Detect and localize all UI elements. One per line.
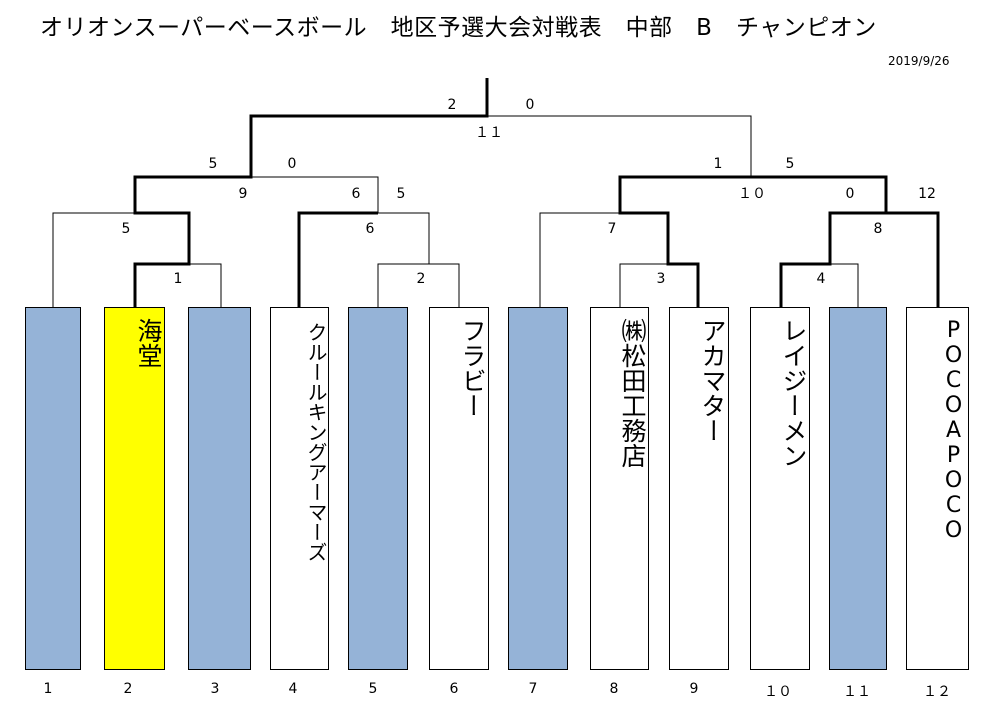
team-name: アカマター	[698, 318, 727, 443]
slot-number: 6	[449, 681, 459, 697]
team-box-6: フラビー	[429, 307, 489, 670]
score-semi-right-bottom: 5	[785, 156, 795, 172]
team-name: ㈱松田工務店	[618, 318, 647, 468]
slot-number: 7	[528, 681, 538, 697]
score-final-right: 0	[525, 97, 535, 113]
team-name: レイジーメン	[779, 318, 808, 468]
bracket-line	[539, 212, 620, 307]
slot-number: １２	[923, 684, 951, 700]
score-semi-left-top: 5	[208, 156, 218, 172]
team-box-11	[829, 307, 887, 670]
slot-number: 8	[609, 681, 619, 697]
score-q2-left: 6	[351, 186, 361, 202]
bracket-line	[487, 115, 752, 177]
page-title: オリオンスーパーベースボール 地区予選大会対戦表 中部 B チャンピオン	[40, 15, 877, 41]
winner-path	[133, 78, 489, 307]
team-name: クルールキングアーマーズ	[304, 322, 328, 562]
bracket-line	[378, 212, 430, 264]
bracket-line	[377, 263, 460, 307]
team-name: 海堂	[134, 318, 163, 368]
team-box-12: POCOAPOCO	[906, 307, 969, 670]
score-q2-right: 5	[396, 186, 406, 202]
slot-number: １１	[843, 684, 871, 700]
game-number-final: １１	[475, 125, 503, 141]
bracket-line	[619, 263, 668, 307]
winner-path	[297, 211, 378, 307]
game-number-q4: 8	[873, 221, 883, 237]
game-number-q3: 7	[607, 221, 617, 237]
score-semi-right-top: 1	[713, 156, 723, 172]
slot-number: 2	[123, 681, 133, 697]
score-q4-right: 12	[918, 186, 936, 202]
slot-number: 3	[210, 681, 220, 697]
game-number-r4: 4	[816, 271, 826, 287]
bracket-line	[189, 263, 222, 307]
date-label: 2019/9/26	[888, 54, 950, 68]
team-name: フラビー	[458, 318, 487, 418]
score-semi-left-bottom: 0	[287, 156, 297, 172]
team-name: POCOAPOCO	[941, 318, 966, 543]
bracket-line	[52, 212, 135, 307]
slot-number: 4	[288, 681, 298, 697]
team-box-7	[508, 307, 568, 670]
team-box-5	[348, 307, 408, 670]
team-box-8: ㈱松田工務店	[590, 307, 649, 670]
slot-number: 5	[368, 681, 378, 697]
bracket-line	[830, 263, 859, 307]
game-number-r1: 1	[173, 271, 183, 287]
winner-path	[618, 175, 751, 307]
game-number-q1: 5	[121, 221, 131, 237]
winner-path	[886, 211, 940, 307]
game-number-semi-right: １０	[738, 186, 766, 202]
team-box-3	[188, 307, 251, 670]
score-q4-left: 0	[845, 186, 855, 202]
team-box-4: クルールキングアーマーズ	[270, 307, 329, 670]
slot-number: 9	[689, 681, 699, 697]
game-number-r2: 2	[416, 271, 426, 287]
team-box-9: アカマター	[669, 307, 729, 670]
slot-number: 1	[43, 681, 53, 697]
team-box-1	[25, 307, 81, 670]
game-number-q2: 6	[365, 221, 375, 237]
bracket-line	[251, 176, 379, 213]
team-box-10: レイジーメン	[750, 307, 810, 670]
slot-number: １０	[764, 684, 792, 700]
score-final-left: 2	[447, 97, 457, 113]
game-number-r3: 3	[656, 271, 666, 287]
winner-path	[751, 175, 888, 307]
team-box-2: 海堂	[104, 307, 165, 670]
game-number-semi-left: 9	[238, 186, 248, 202]
